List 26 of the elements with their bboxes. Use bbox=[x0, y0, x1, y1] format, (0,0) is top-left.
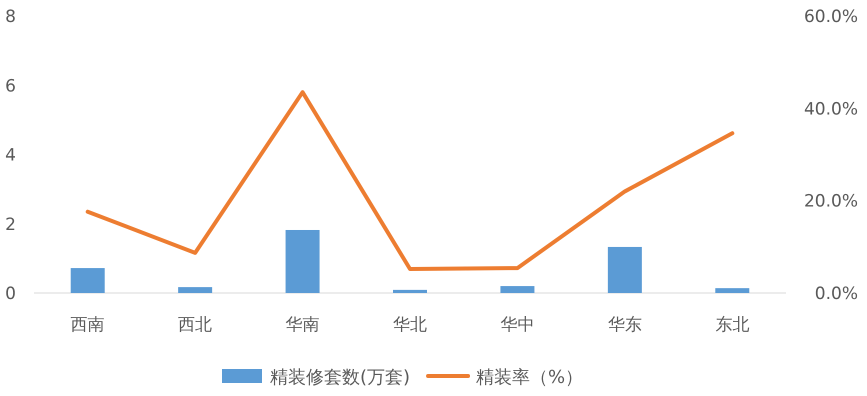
x-tick-label: 华南 bbox=[286, 315, 320, 335]
bar bbox=[286, 230, 320, 293]
bar bbox=[178, 287, 212, 293]
bar bbox=[70, 268, 105, 293]
y2-tick-label: 40.0% bbox=[804, 99, 858, 120]
legend-label: 精装率（%） bbox=[476, 367, 584, 388]
y2-tick-label: 0.0% bbox=[814, 284, 858, 304]
x-tick-label: 华东 bbox=[608, 315, 642, 335]
y-tick-label: 2 bbox=[5, 214, 16, 235]
x-tick-label: 东北 bbox=[715, 315, 750, 335]
y-tick-label: 0 bbox=[5, 284, 16, 304]
x-tick-label: 华中 bbox=[500, 315, 534, 335]
y2-tick-label: 20.0% bbox=[804, 192, 858, 212]
x-tick-label: 西北 bbox=[178, 315, 212, 335]
bar bbox=[393, 290, 427, 293]
y-tick-label: 8 bbox=[5, 7, 16, 27]
line-series bbox=[86, 90, 734, 271]
legend-label: 精装修套数(万套) bbox=[270, 367, 410, 388]
y-tick-label: 6 bbox=[5, 76, 16, 96]
y2-tick-label: 60.0% bbox=[804, 7, 858, 27]
x-tick-label: 华北 bbox=[393, 315, 427, 335]
bar bbox=[500, 286, 534, 293]
bar bbox=[608, 246, 642, 293]
x-tick-label: 西南 bbox=[70, 315, 105, 335]
y-tick-label: 4 bbox=[5, 146, 16, 166]
bar bbox=[715, 288, 750, 293]
